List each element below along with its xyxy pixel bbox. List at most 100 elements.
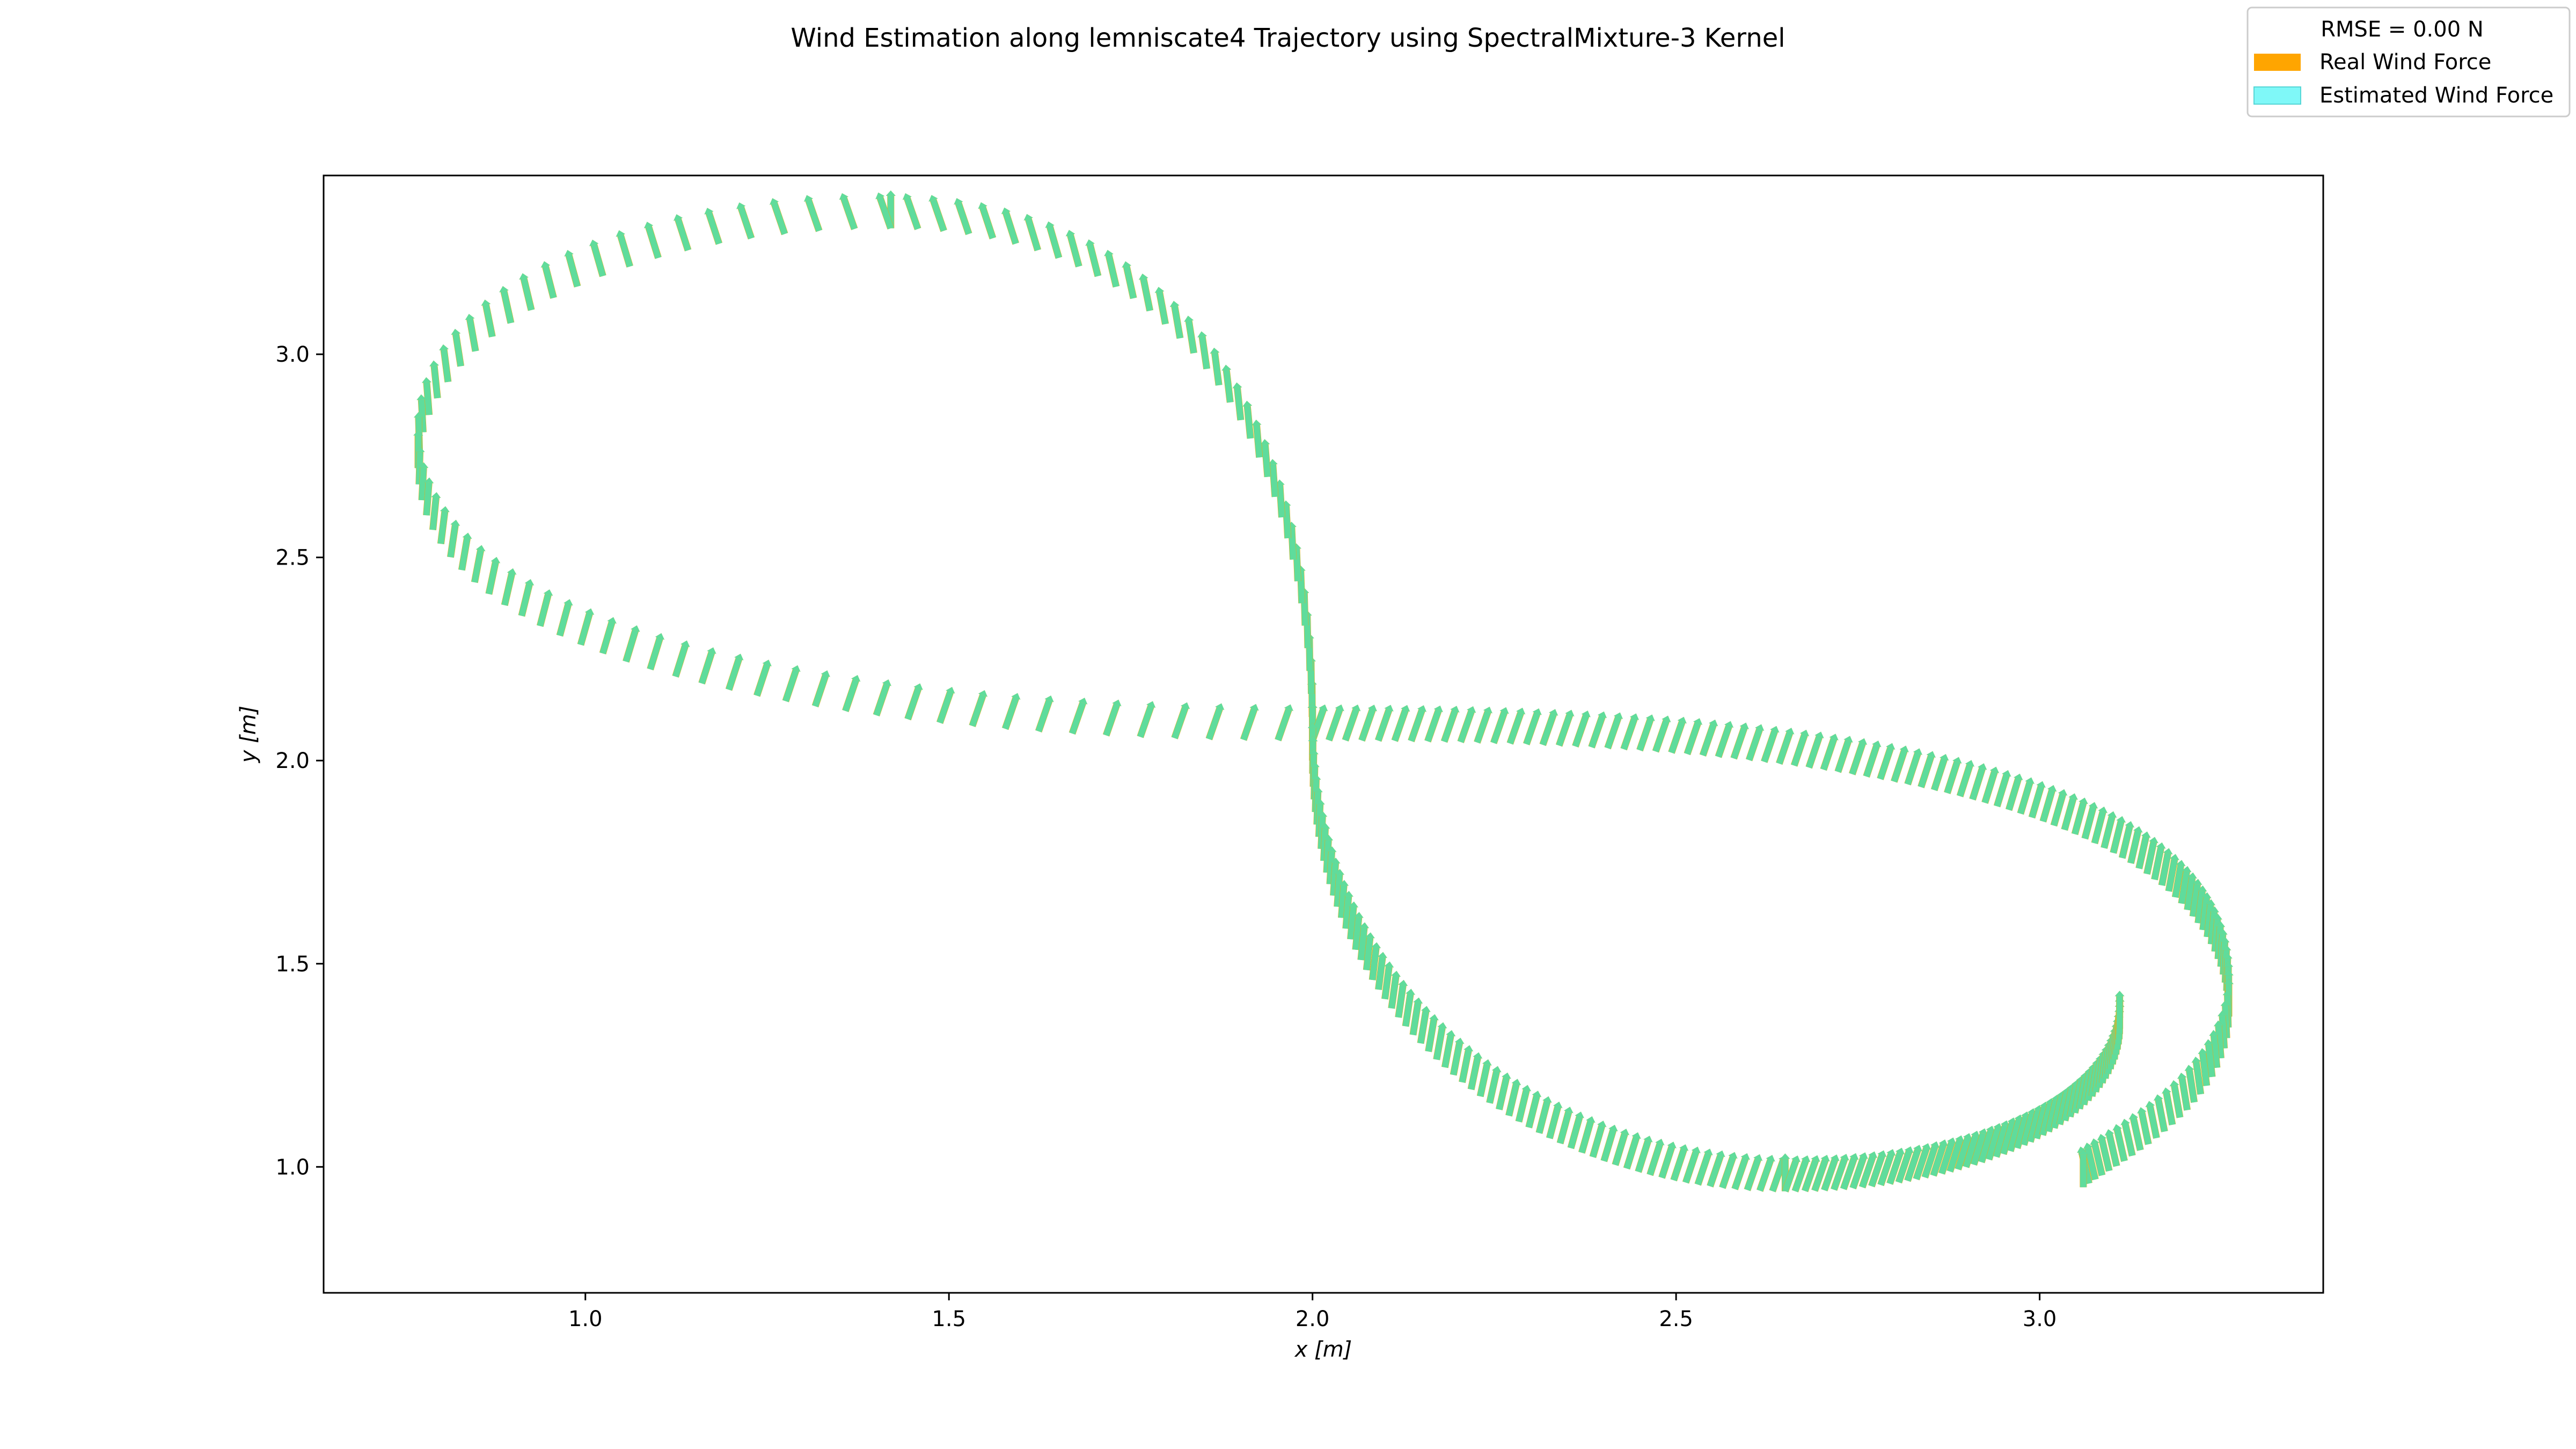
estimated-wind-arrow [1707, 1154, 1724, 1188]
estimated-wind-arrow-head [882, 679, 891, 686]
estimated-wind-arrow [840, 197, 858, 230]
estimated-wind-arrow-head [1597, 1121, 1607, 1128]
estimated-wind-arrow [1275, 708, 1292, 742]
estimated-wind-arrow-head [1437, 1022, 1447, 1029]
estimated-wind-arrow-head [1913, 1145, 1923, 1152]
estimated-wind-arrow-head [1877, 1150, 1887, 1157]
estimated-wind-arrow-head [1868, 1151, 1878, 1158]
estimated-wind-arrow-head [1645, 714, 1655, 721]
estimated-wind-arrow [1002, 211, 1019, 245]
estimated-wind-arrow [1171, 706, 1189, 740]
estimated-wind-arrow-head [946, 687, 955, 694]
estimated-wind-arrow [1955, 1137, 1971, 1170]
estimated-wind-arrow-head [1454, 1037, 1465, 1044]
estimated-wind-arrow [2072, 1080, 2084, 1114]
estimated-wind-arrow-head [1811, 1155, 1820, 1162]
y-tick-label: 2.5 [275, 546, 310, 570]
estimated-wind-arrow-head [707, 647, 716, 654]
estimated-wind-arrow-head [1922, 1143, 1931, 1150]
estimated-wind-arrow-head [424, 477, 434, 484]
estimated-wind-arrow-head [1753, 1154, 1763, 1161]
estimated-wind-arrow [1106, 254, 1119, 288]
estimated-wind-arrow [1525, 1095, 1540, 1129]
estimated-wind-arrow-head [2090, 1138, 2099, 1145]
estimated-wind-arrow [1791, 734, 1808, 767]
quiver-arrows [413, 190, 2234, 1192]
estimated-wind-arrow-head [762, 660, 772, 667]
estimated-wind-arrow [1668, 721, 1685, 754]
estimated-wind-arrow-head [1078, 698, 1088, 705]
estimated-wind-arrow-head [1655, 1139, 1665, 1146]
estimated-wind-arrow-head [1740, 1153, 1750, 1160]
estimated-wind-arrow [2007, 1118, 2022, 1152]
estimated-wind-arrow-head [655, 633, 665, 640]
estimated-wind-arrow [1507, 712, 1524, 745]
estimated-wind-arrow-head [1986, 1125, 1995, 1132]
estimated-wind-arrow-head [451, 328, 461, 335]
estimated-wind-arrow-head [2213, 913, 2222, 920]
estimated-wind-arrow-head [2137, 1107, 2147, 1114]
estimated-wind-arrow-head [416, 394, 427, 400]
estimated-wind-arrow-head [1930, 1141, 1940, 1148]
estimated-wind-arrow-head [954, 198, 963, 205]
estimated-wind-arrow-head [450, 519, 460, 526]
estimated-wind-arrow [1276, 485, 1285, 518]
estimated-wind-arrow [1240, 708, 1257, 741]
estimated-wind-arrow [2040, 789, 2055, 823]
estimated-wind-arrow [437, 511, 448, 545]
estimated-wind-arrow-head [1586, 1116, 1596, 1123]
estimated-wind-arrow [577, 612, 593, 646]
estimated-wind-arrow-head [2014, 773, 2023, 780]
estimated-wind-arrow-head [2078, 1149, 2088, 1155]
estimated-wind-arrow-head [1963, 1133, 1973, 1140]
estimated-wind-arrow [2106, 1133, 2120, 1167]
estimated-wind-arrow-head [2133, 826, 2143, 833]
estimated-wind-arrow-head [804, 195, 813, 202]
legend-swatch-estimated [2253, 86, 2301, 105]
estimated-wind-arrow [1338, 885, 1348, 918]
estimated-wind-arrow-head [2120, 1118, 2130, 1125]
estimated-wind-arrow [1821, 1158, 1838, 1191]
estimated-wind-arrow-head [1467, 706, 1476, 713]
estimated-wind-arrow [1930, 1143, 1946, 1177]
estimated-wind-arrow [2219, 1015, 2228, 1049]
estimated-wind-arrow [955, 202, 972, 235]
estimated-wind-arrow-head [2209, 1030, 2219, 1036]
estimated-wind-arrow [1744, 1158, 1761, 1191]
estimated-wind-arrow-head [2201, 892, 2212, 898]
estimated-wind-arrow [2021, 1113, 2036, 1146]
estimated-wind-arrow-head [1122, 261, 1131, 268]
estimated-wind-arrow-head [475, 545, 486, 552]
estimated-wind-arrow-head [1926, 751, 1936, 758]
y-axis: 1.0 1.5 2.0 2.5 3.0 [275, 342, 324, 1180]
estimated-wind-arrow [1981, 771, 1998, 804]
estimated-wind-arrow [1375, 708, 1392, 742]
estimated-wind-arrow-head [1365, 932, 1375, 939]
estimated-wind-arrow-head [431, 492, 441, 498]
estimated-wind-arrow [1424, 709, 1441, 743]
estimated-wind-arrow [1578, 1121, 1594, 1154]
estimated-wind-arrow-head [1343, 891, 1353, 897]
estimated-wind-arrow-head [1542, 1096, 1552, 1103]
estimated-wind-arrow [1568, 1116, 1583, 1150]
estimated-wind-arrow [1792, 1159, 1809, 1192]
estimated-wind-arrow-head [1330, 858, 1341, 863]
estimated-wind-arrow [542, 265, 557, 299]
estimated-wind-arrow-head [2182, 866, 2192, 873]
estimated-wind-arrow-head [875, 192, 885, 200]
estimated-wind-arrow [1877, 1153, 1894, 1187]
estimated-wind-arrow [2017, 781, 2033, 815]
estimated-wind-arrow [1283, 506, 1291, 539]
estimated-wind-arrow-head [704, 208, 714, 215]
estimated-wind-arrow [1490, 711, 1507, 744]
estimated-wind-arrow-head [1398, 979, 1408, 986]
estimated-wind-arrow-head [507, 568, 517, 575]
estimated-wind-arrow-head [1044, 696, 1054, 702]
estimated-wind-arrow-head [2169, 1080, 2179, 1087]
y-tick-label: 1.5 [275, 952, 310, 977]
estimated-wind-arrow [1363, 937, 1373, 971]
estimated-wind-arrow-head [1549, 709, 1558, 716]
estimated-wind-arrow [1103, 704, 1120, 737]
estimated-wind-arrow-head [1429, 1014, 1439, 1021]
